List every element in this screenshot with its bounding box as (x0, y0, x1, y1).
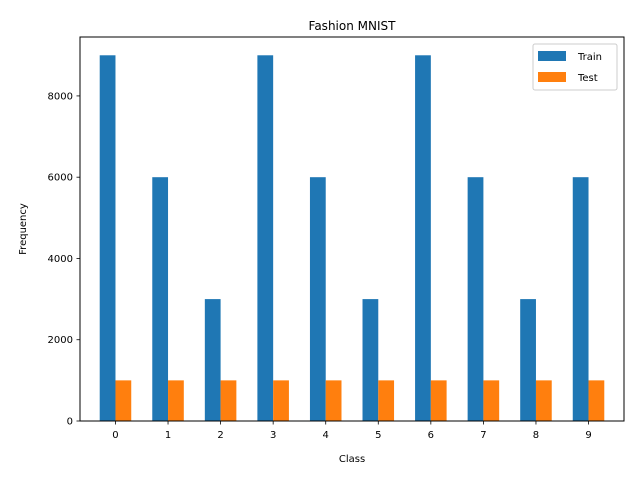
x-tick-label: 5 (375, 430, 381, 441)
bar-test-1 (168, 380, 184, 421)
bar-train-0 (99, 55, 116, 422)
y-tick-label: 2000 (48, 335, 73, 346)
y-tick-label: 0 (67, 417, 73, 428)
bar-test-9 (588, 380, 605, 421)
plot-frame (79, 36, 625, 422)
bar-train-2 (204, 299, 221, 421)
y-tick-label: 6000 (48, 173, 73, 184)
x-axis-ticks: 0 1 2 3 4 5 6 7 8 9 (112, 421, 592, 441)
bar-train-5 (362, 299, 379, 421)
x-tick-label: 7 (480, 430, 486, 441)
x-tick-label: 3 (270, 430, 276, 441)
x-tick-label: 6 (428, 430, 434, 441)
bar-train-8 (520, 299, 536, 421)
x-tick-label: 9 (585, 430, 591, 441)
x-tick-label: 0 (112, 430, 118, 441)
bars-group (99, 55, 605, 422)
bar-train-6 (415, 55, 431, 422)
bar-train-4 (309, 177, 326, 421)
bar-test-5 (378, 380, 395, 421)
legend-swatch-train (538, 51, 566, 61)
x-tick-label: 4 (323, 430, 329, 441)
y-tick-label: 4000 (48, 254, 73, 265)
legend-frame (532, 43, 618, 91)
legend-swatch-test (538, 72, 566, 82)
y-axis-ticks: 0 2000 4000 6000 8000 (48, 91, 80, 428)
bar-train-9 (572, 177, 589, 421)
bar-test-2 (220, 380, 237, 421)
bar-train-7 (467, 177, 484, 421)
x-tick-label: 8 (533, 430, 539, 441)
legend-label-test: Test (577, 73, 598, 84)
bar-train-1 (152, 177, 169, 421)
legend: Train Test (532, 43, 618, 91)
bar-test-8 (535, 380, 552, 421)
legend-label-train: Train (577, 52, 602, 63)
bar-test-0 (115, 380, 132, 421)
bar-train-3 (257, 55, 274, 422)
chart-title: Fashion MNIST (309, 19, 397, 33)
bar-test-6 (430, 380, 447, 421)
y-axis-label: Frequency (18, 203, 29, 255)
x-tick-label: 2 (217, 430, 223, 441)
bar-test-7 (483, 380, 500, 421)
x-tick-label: 1 (165, 430, 171, 441)
bar-test-4 (325, 380, 342, 421)
x-axis-label: Class (339, 454, 365, 465)
bar-test-3 (273, 380, 289, 421)
y-tick-label: 8000 (48, 91, 73, 102)
